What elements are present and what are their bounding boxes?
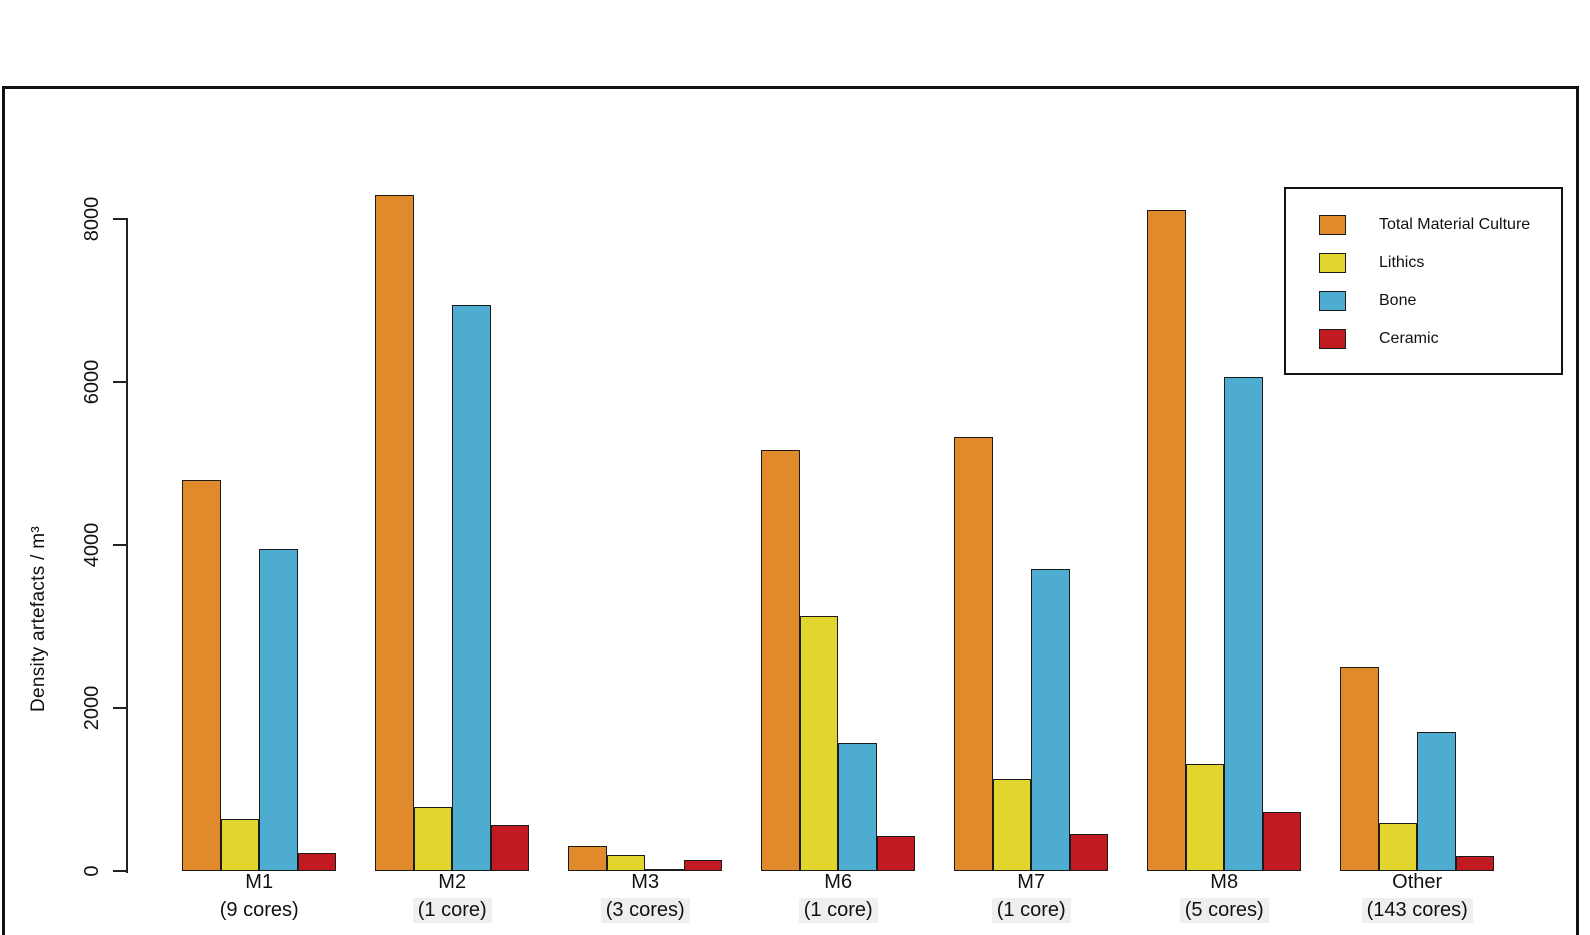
legend-label-bone: Bone: [1379, 292, 1417, 309]
bar-lithics-m6: [799, 615, 839, 871]
x-sublabel-m1: (9 cores): [219, 899, 299, 921]
plot-frame: Density artefacts / m³ 0 2000 4000 6000 8000…: [2, 86, 1579, 935]
bar-lithics-m2: [413, 806, 453, 871]
y-axis-title: Density artefacts / m³: [28, 525, 49, 713]
x-label-m8: M8: [1210, 871, 1239, 893]
bar-bone-m8: [1224, 377, 1263, 871]
bar-total-material-culture-m1: [182, 479, 221, 871]
y-tick-label-0: 0: [81, 865, 103, 877]
x-sublabel-other: (143 cores): [1307, 898, 1527, 923]
x-label-m7: M7: [1017, 871, 1046, 893]
x-label-m3: M3: [631, 871, 660, 893]
x-sublabel-m8: (5 cores): [1114, 898, 1334, 923]
y-tick-2000: [113, 707, 128, 709]
bar-lithics-m3: [606, 855, 646, 871]
y-tick-label-2000: 2000: [81, 685, 103, 731]
y-axis-line: [126, 219, 128, 873]
bar-ceramic-other: [1455, 855, 1495, 871]
y-tick-label-4000: 4000: [81, 522, 103, 568]
bar-bone-m1: [259, 549, 298, 871]
bar-bone-m6: [838, 743, 877, 871]
x-sublabel-m6: (1 core): [728, 898, 948, 923]
bar-bone-other: [1417, 731, 1456, 871]
bar-total-material-culture-m3: [568, 845, 607, 871]
bar-total-material-culture-m2: [375, 194, 414, 871]
legend-swatch-ceramic: [1319, 329, 1346, 349]
bar-ceramic-m7: [1069, 833, 1109, 871]
bar-ceramic-m2: [490, 825, 530, 871]
bar-bone-m2: [452, 304, 491, 871]
bar-ceramic-m3: [683, 859, 723, 871]
bar-ceramic-m8: [1262, 812, 1302, 871]
bar-lithics-other: [1378, 822, 1418, 871]
y-tick-4000: [113, 544, 128, 546]
y-tick-0: [113, 870, 128, 872]
x-label-m6: M6: [824, 871, 853, 893]
x-sublabel-m2: (1 core): [342, 898, 562, 923]
y-tick-label-6000: 6000: [81, 359, 103, 405]
bar-ceramic-m1: [297, 853, 337, 871]
x-sublabel-m7: (1 core): [921, 898, 1141, 923]
bar-lithics-m1: [220, 818, 260, 871]
bar-lithics-m7: [992, 778, 1032, 871]
legend: Total Material Culture Lithics Bone Ceramic: [1284, 187, 1563, 375]
x-label-other: Other: [1392, 871, 1443, 893]
x-sublabel-m3: (3 cores): [535, 898, 755, 923]
legend-label-lithics: Lithics: [1379, 254, 1425, 271]
bar-bone-m3: [645, 869, 684, 871]
legend-label-ceramic: Ceramic: [1379, 330, 1439, 347]
bar-total-material-culture-m6: [761, 449, 800, 871]
y-tick-6000: [113, 381, 128, 383]
legend-swatch-bone: [1319, 291, 1346, 311]
legend-swatch-lithics: [1319, 253, 1346, 273]
y-tick-8000: [113, 218, 128, 220]
bar-total-material-culture-other: [1340, 667, 1379, 871]
bar-total-material-culture-m7: [954, 436, 993, 871]
legend-swatch-total-material-culture: [1319, 215, 1346, 235]
bar-lithics-m8: [1185, 764, 1225, 871]
legend-label-total-material-culture: Total Material Culture: [1379, 216, 1531, 233]
bar-bone-m7: [1031, 568, 1070, 871]
bar-total-material-culture-m8: [1147, 210, 1186, 871]
x-label-m2: M2: [438, 871, 467, 893]
y-tick-label-8000: 8000: [81, 196, 103, 242]
bar-ceramic-m6: [876, 835, 916, 871]
x-label-m1: M1: [245, 871, 274, 893]
